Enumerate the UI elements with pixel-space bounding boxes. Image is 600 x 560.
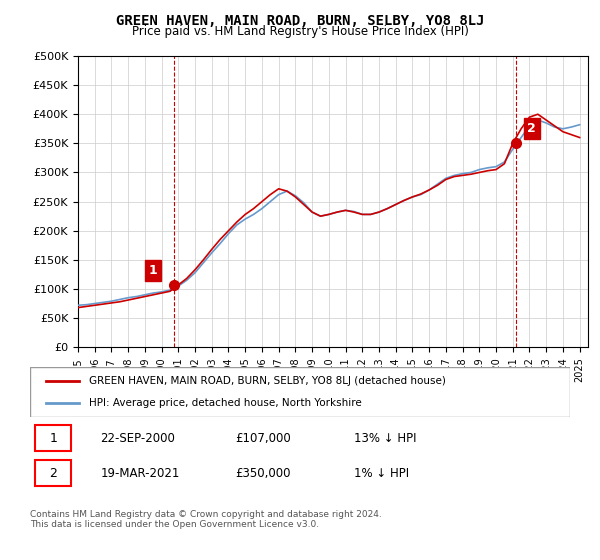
FancyBboxPatch shape [35,425,71,451]
Text: 1: 1 [49,432,57,445]
Text: 2: 2 [49,466,57,480]
Text: 13% ↓ HPI: 13% ↓ HPI [354,432,416,445]
Text: 19-MAR-2021: 19-MAR-2021 [100,466,179,480]
Text: 1% ↓ HPI: 1% ↓ HPI [354,466,409,480]
FancyBboxPatch shape [30,367,570,417]
FancyBboxPatch shape [35,460,71,486]
Text: Price paid vs. HM Land Registry's House Price Index (HPI): Price paid vs. HM Land Registry's House … [131,25,469,38]
Text: £350,000: £350,000 [235,466,290,480]
Text: GREEN HAVEN, MAIN ROAD, BURN, SELBY, YO8 8LJ (detached house): GREEN HAVEN, MAIN ROAD, BURN, SELBY, YO8… [89,376,446,386]
Text: 22-SEP-2000: 22-SEP-2000 [100,432,175,445]
Text: Contains HM Land Registry data © Crown copyright and database right 2024.
This d: Contains HM Land Registry data © Crown c… [30,510,382,529]
Text: £107,000: £107,000 [235,432,291,445]
Text: HPI: Average price, detached house, North Yorkshire: HPI: Average price, detached house, Nort… [89,398,362,408]
Text: 1: 1 [149,264,157,277]
Text: GREEN HAVEN, MAIN ROAD, BURN, SELBY, YO8 8LJ: GREEN HAVEN, MAIN ROAD, BURN, SELBY, YO8… [116,14,484,28]
Text: 2: 2 [527,122,536,136]
